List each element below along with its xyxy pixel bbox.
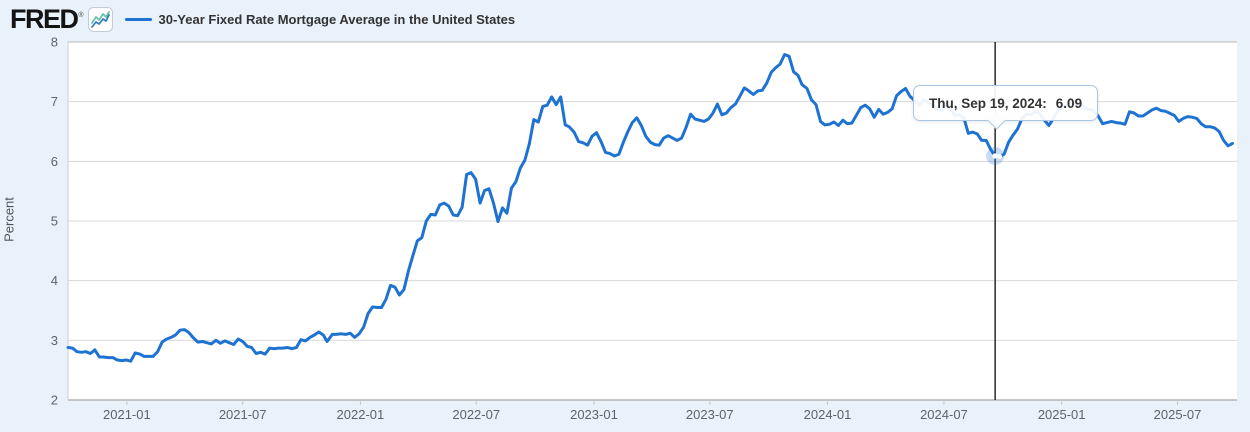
chart-header: FRED ® 30-Year Fixed Rate Mortgage Averag… xyxy=(10,4,515,34)
y-tick-label: 3 xyxy=(51,333,58,348)
y-tick-label: 6 xyxy=(51,154,58,169)
hover-point-dot[interactable] xyxy=(992,153,998,159)
x-tick-label: 2022-01 xyxy=(337,407,385,422)
tooltip-date: Thu, Sep 19, 2024: xyxy=(929,95,1047,111)
y-axis-title: Percent xyxy=(1,197,17,242)
x-tick-label: 2022-07 xyxy=(452,407,500,422)
fred-logo-text: FRED xyxy=(10,4,79,34)
x-tick-label: 2023-01 xyxy=(570,407,618,422)
x-tick-label: 2023-07 xyxy=(686,407,734,422)
legend-line-swatch xyxy=(124,17,152,21)
x-tick-label: 2024-01 xyxy=(804,407,852,422)
x-tick-label: 2025-01 xyxy=(1038,407,1086,422)
legend-series-label: 30-Year Fixed Rate Mortgage Average in t… xyxy=(158,11,516,27)
y-tick-label: 8 xyxy=(51,35,58,50)
fred-sparkline-icon xyxy=(87,6,113,32)
chart-tooltip: Thu, Sep 19, 2024: 6.09 xyxy=(913,85,1099,130)
y-tick-label: 4 xyxy=(51,273,58,288)
fred-logo[interactable]: FRED ® xyxy=(10,5,86,33)
x-tick-label: 2021-01 xyxy=(103,407,151,422)
y-tick-label: 5 xyxy=(51,214,58,229)
neighbor-point-dot xyxy=(997,154,1003,160)
y-tick-label: 2 xyxy=(51,393,58,408)
tooltip-value: 6.09 xyxy=(1055,95,1083,111)
registered-trademark: ® xyxy=(78,12,84,19)
y-tick-label: 7 xyxy=(51,94,58,109)
chart-legend[interactable]: 30-Year Fixed Rate Mortgage Average in t… xyxy=(124,11,516,27)
x-tick-label: 2024-07 xyxy=(920,407,968,422)
x-tick-label: 2025-07 xyxy=(1154,407,1202,422)
x-tick-label: 2021-07 xyxy=(219,407,267,422)
